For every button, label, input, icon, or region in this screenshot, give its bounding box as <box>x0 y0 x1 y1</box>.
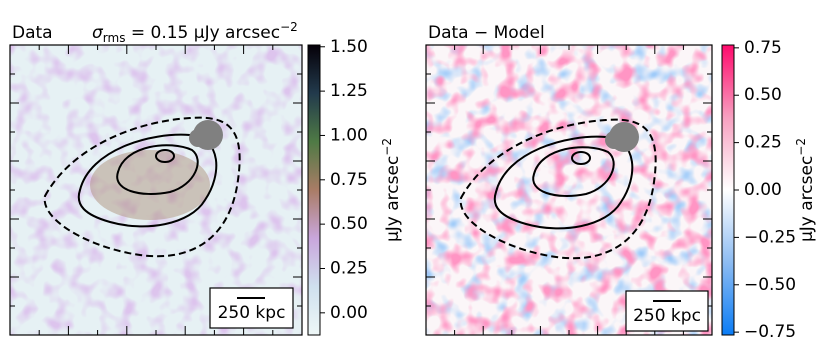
annotation-part: −2 <box>280 20 298 34</box>
contours <box>43 116 657 260</box>
colorbar <box>721 44 735 336</box>
outer-contour <box>43 116 241 258</box>
outer-contour <box>459 118 657 260</box>
contour <box>493 135 634 230</box>
colorbar <box>307 44 321 336</box>
annotation-part: = 0.15 μJy arcsec <box>125 23 280 43</box>
contour-set <box>43 116 241 258</box>
colorbar-tick-label: 0.25 <box>330 258 368 278</box>
colorbar-tick-label: 1.50 <box>330 37 368 57</box>
contour-set <box>459 118 657 260</box>
colorbar-tick-label: 1.25 <box>330 81 368 101</box>
annotation-part: rms <box>103 31 126 45</box>
panel-title: Data − Model <box>428 23 545 43</box>
right-image <box>426 45 712 335</box>
contour <box>77 133 218 228</box>
colorbar-label: μJy arcsec−2 <box>380 138 403 242</box>
colorbar-tick-label: 0.50 <box>744 85 782 105</box>
colorbar-label-part: μJy arcsec <box>797 156 817 242</box>
colorbar-tick-label: 0.00 <box>744 180 782 200</box>
scale-label: 250 kpc <box>633 306 701 326</box>
annotation-part: σ <box>92 23 104 43</box>
colorbar-tick-label: 0.25 <box>744 133 782 153</box>
contour <box>116 144 199 195</box>
contour <box>571 151 591 165</box>
colorbar-label: μJy arcsec−2 <box>794 138 817 242</box>
colorbar-tick-label: 0.50 <box>330 214 368 234</box>
panel-title: Data <box>12 23 53 43</box>
colorbar-tick-label: 1.00 <box>330 125 368 145</box>
colorbar-tick-label: −0.75 <box>744 322 796 342</box>
mask <box>605 131 623 149</box>
contour <box>532 146 615 197</box>
colorbar-tick-label: 0.00 <box>330 303 368 323</box>
colorbar-label-part: −2 <box>380 138 394 156</box>
colorbar-tick-label: −0.25 <box>744 227 796 247</box>
colorbar-tick-label: 0.75 <box>744 38 782 58</box>
contour <box>155 149 175 163</box>
colorbar-label-part: μJy arcsec <box>383 156 403 242</box>
mask <box>189 129 207 147</box>
annotation: σrms = 0.15 μJy arcsec−2 <box>92 20 298 45</box>
left-image <box>10 45 302 335</box>
scale-box <box>209 287 294 329</box>
scale-label: 250 kpc <box>218 303 286 323</box>
colorbar-label-part: −2 <box>794 138 808 156</box>
colorbar-tick-label: −0.50 <box>744 275 796 295</box>
scale-box <box>625 290 709 332</box>
colorbar-tick-label: 0.75 <box>330 170 368 190</box>
